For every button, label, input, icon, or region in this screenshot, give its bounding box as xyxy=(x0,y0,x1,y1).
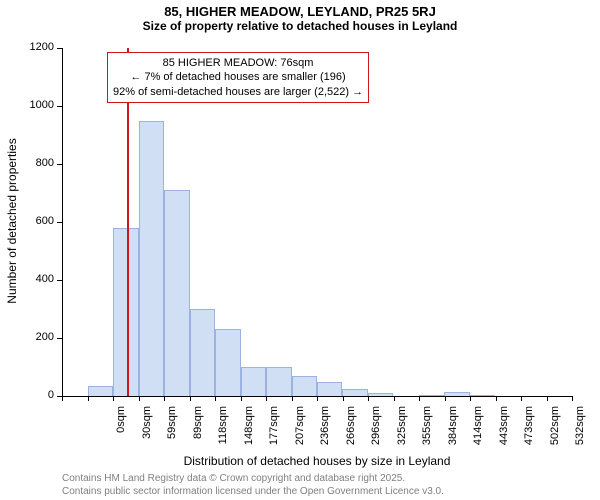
x-tick-mark xyxy=(496,396,497,401)
y-tick-label: 200 xyxy=(22,331,54,343)
x-tick-label: 177sqm xyxy=(268,406,280,461)
x-tick-mark xyxy=(164,396,165,401)
y-tick-label: 1000 xyxy=(22,99,54,111)
histogram-bar xyxy=(164,190,190,396)
x-tick-label: 30sqm xyxy=(141,406,153,461)
y-tick-mark xyxy=(57,222,62,223)
x-tick-label: 118sqm xyxy=(217,406,229,461)
chart-title-line2: Size of property relative to detached ho… xyxy=(0,19,600,33)
y-tick-mark xyxy=(57,106,62,107)
x-tick-label: 414sqm xyxy=(472,406,484,461)
y-tick-mark xyxy=(57,164,62,165)
x-tick-label: 89sqm xyxy=(192,406,204,461)
property-info-box: 85 HIGHER MEADOW: 76sqm← 7% of detached … xyxy=(107,52,369,103)
x-tick-label: 59sqm xyxy=(166,406,178,461)
x-tick-label: 207sqm xyxy=(294,406,306,461)
x-tick-mark xyxy=(113,396,114,401)
x-tick-label: 236sqm xyxy=(319,406,331,461)
footer-line1: Contains HM Land Registry data © Crown c… xyxy=(62,472,444,485)
x-tick-label: 325sqm xyxy=(396,406,408,461)
x-tick-mark xyxy=(394,396,395,401)
x-axis-label: Distribution of detached houses by size … xyxy=(62,454,572,468)
x-tick-mark xyxy=(470,396,471,401)
x-tick-mark xyxy=(139,396,140,401)
y-tick-label: 0 xyxy=(22,389,54,401)
y-tick-label: 800 xyxy=(22,157,54,169)
x-tick-mark xyxy=(419,396,420,401)
x-tick-mark xyxy=(190,396,191,401)
histogram-bar xyxy=(88,386,113,396)
x-tick-mark xyxy=(445,396,446,401)
x-tick-label: 443sqm xyxy=(498,406,510,461)
x-tick-mark xyxy=(572,396,573,401)
y-tick-label: 1200 xyxy=(22,41,54,53)
x-tick-label: 384sqm xyxy=(447,406,459,461)
x-tick-mark xyxy=(62,396,63,401)
histogram-bar xyxy=(342,389,368,396)
footer-attribution: Contains HM Land Registry data © Crown c… xyxy=(62,472,444,498)
x-tick-label: 148sqm xyxy=(243,406,255,461)
x-tick-mark xyxy=(215,396,216,401)
histogram-chart: 0200400600800100012000sqm30sqm59sqm89sqm… xyxy=(62,48,572,396)
histogram-bar xyxy=(292,376,318,396)
y-tick-mark xyxy=(57,48,62,49)
x-tick-mark xyxy=(241,396,242,401)
x-tick-label: 296sqm xyxy=(370,406,382,461)
y-axis-label: Number of detached properties xyxy=(5,121,19,321)
histogram-bar xyxy=(215,329,241,396)
x-tick-mark xyxy=(521,396,522,401)
info-box-line1: 85 HIGHER MEADOW: 76sqm xyxy=(113,56,363,70)
histogram-bar xyxy=(241,367,266,396)
y-tick-label: 600 xyxy=(22,215,54,227)
x-tick-label: 502sqm xyxy=(549,406,561,461)
y-axis-line xyxy=(62,48,63,396)
y-tick-mark xyxy=(57,338,62,339)
y-tick-label: 400 xyxy=(22,273,54,285)
histogram-bar xyxy=(190,309,215,396)
x-tick-mark xyxy=(343,396,344,401)
chart-title-line1: 85, HIGHER MEADOW, LEYLAND, PR25 5RJ xyxy=(0,0,600,19)
x-tick-mark xyxy=(292,396,293,401)
footer-line2: Contains public sector information licen… xyxy=(62,485,444,498)
histogram-bar xyxy=(139,121,164,397)
histogram-bar xyxy=(266,367,292,396)
x-tick-label: 473sqm xyxy=(523,406,535,461)
x-tick-label: 266sqm xyxy=(345,406,357,461)
x-tick-mark xyxy=(317,396,318,401)
x-tick-mark xyxy=(547,396,548,401)
info-box-line3: 92% of semi-detached houses are larger (… xyxy=(113,85,363,99)
info-box-line2: ← 7% of detached houses are smaller (196… xyxy=(113,70,363,84)
x-tick-mark xyxy=(88,396,89,401)
histogram-bar xyxy=(317,382,342,397)
y-tick-mark xyxy=(57,280,62,281)
x-tick-label: 0sqm xyxy=(115,406,127,461)
x-tick-mark xyxy=(368,396,369,401)
x-tick-label: 355sqm xyxy=(421,406,433,461)
x-tick-mark xyxy=(266,396,267,401)
x-tick-label: 532sqm xyxy=(574,406,586,461)
